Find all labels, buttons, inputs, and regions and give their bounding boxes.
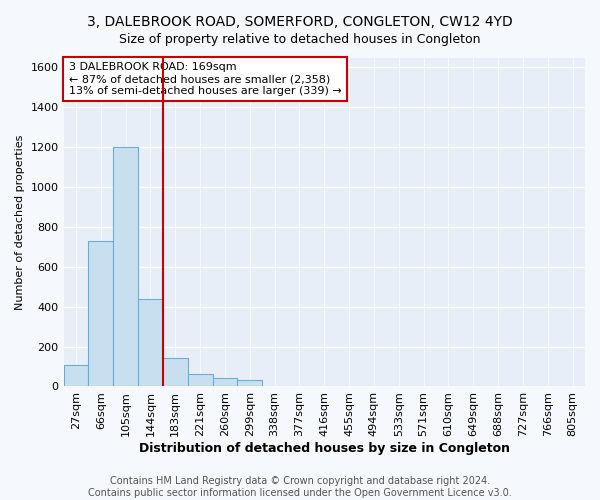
Bar <box>212 378 238 386</box>
Bar <box>188 374 212 386</box>
Text: Size of property relative to detached houses in Congleton: Size of property relative to detached ho… <box>119 32 481 46</box>
Text: Contains HM Land Registry data © Crown copyright and database right 2024.
Contai: Contains HM Land Registry data © Crown c… <box>88 476 512 498</box>
Bar <box>88 241 113 386</box>
Text: 3, DALEBROOK ROAD, SOMERFORD, CONGLETON, CW12 4YD: 3, DALEBROOK ROAD, SOMERFORD, CONGLETON,… <box>87 15 513 29</box>
X-axis label: Distribution of detached houses by size in Congleton: Distribution of detached houses by size … <box>139 442 510 455</box>
Text: 3 DALEBROOK ROAD: 169sqm
← 87% of detached houses are smaller (2,358)
13% of sem: 3 DALEBROOK ROAD: 169sqm ← 87% of detach… <box>69 62 341 96</box>
Bar <box>138 298 163 386</box>
Y-axis label: Number of detached properties: Number of detached properties <box>15 134 25 310</box>
Bar <box>64 364 88 386</box>
Bar <box>238 380 262 386</box>
Bar <box>163 358 188 386</box>
Bar <box>113 147 138 386</box>
